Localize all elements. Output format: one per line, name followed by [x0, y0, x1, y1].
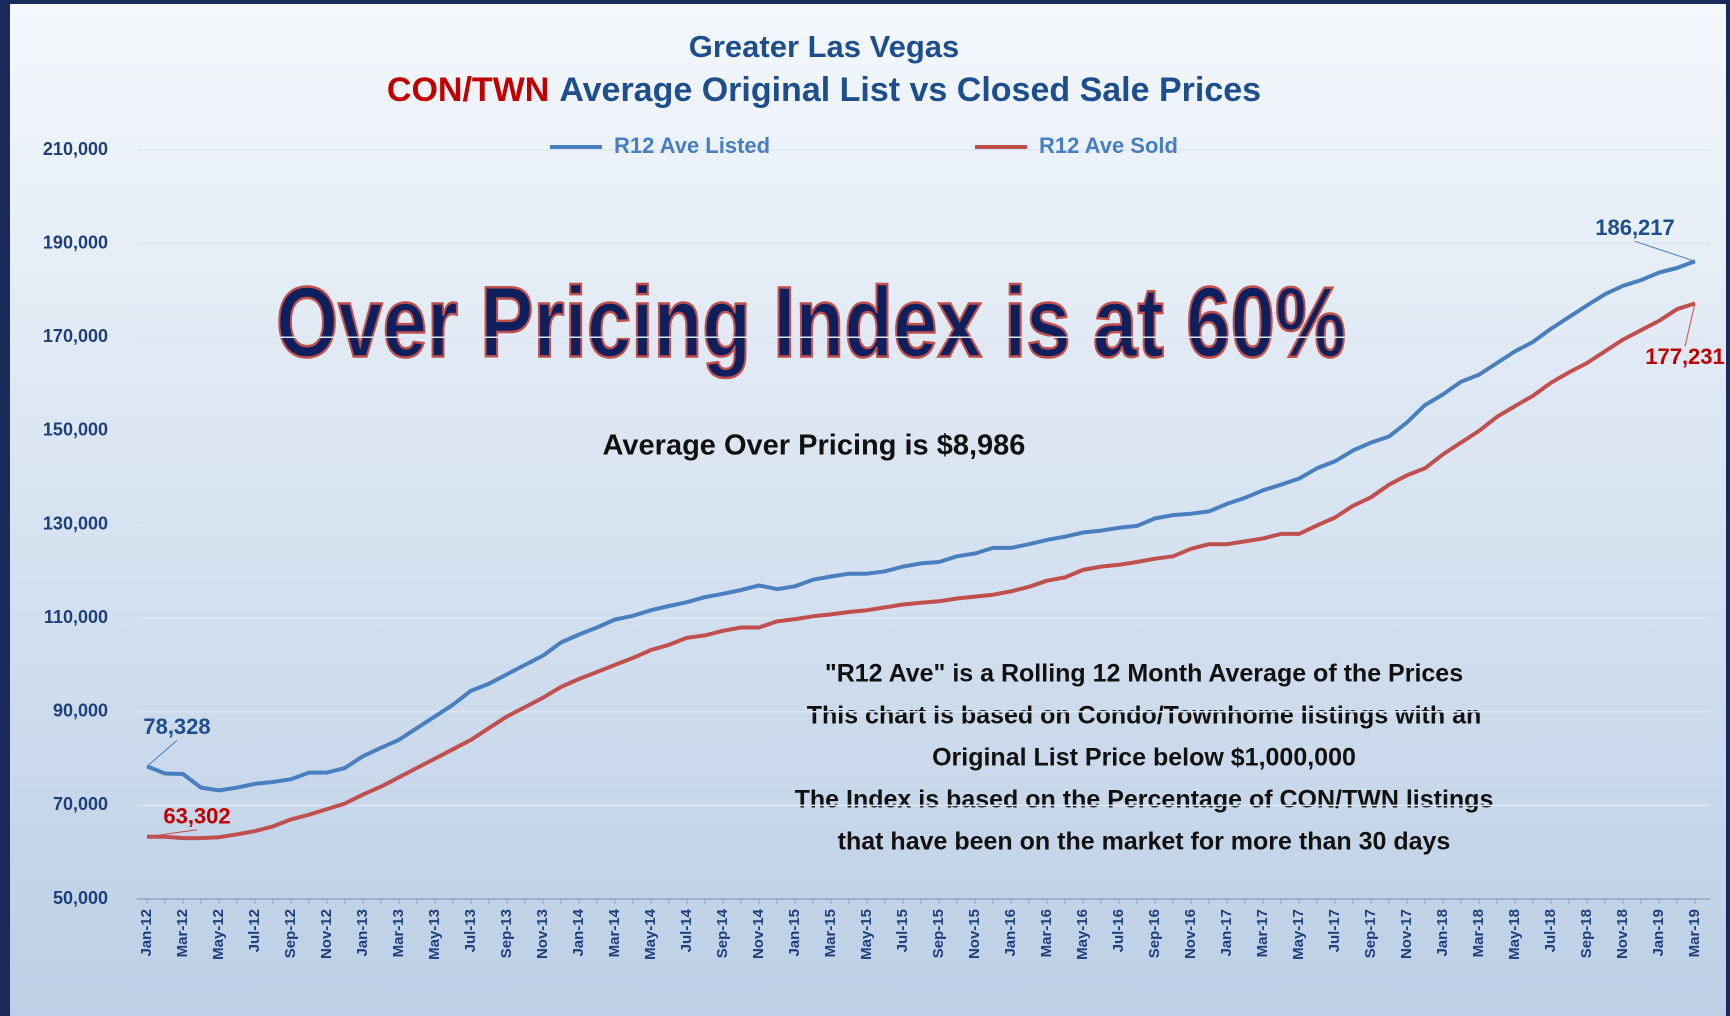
- footnotes: "R12 Ave" is a Rolling 12 Month Average …: [795, 660, 1494, 856]
- label-leader: [1634, 240, 1696, 262]
- x-tick-label: Mar-16: [1038, 909, 1055, 957]
- subtitle-text: Average Original List vs Closed Sale Pri…: [559, 71, 1261, 109]
- footnote-line: "R12 Ave" is a Rolling 12 Month Average …: [825, 660, 1463, 688]
- footnote-line: The Index is based on the Percentage of …: [795, 786, 1494, 814]
- x-tick-label: Jan-18: [1434, 909, 1451, 957]
- y-tick-label: 130,000: [43, 513, 108, 533]
- y-tick-label: 190,000: [43, 232, 108, 252]
- x-tick-label: Sep-15: [930, 909, 947, 958]
- x-tick-label: Jul-16: [1110, 909, 1127, 952]
- data-label: 63,302: [163, 804, 230, 829]
- y-tick-label: 170,000: [43, 326, 108, 346]
- x-tick-label: Jan-13: [354, 909, 371, 957]
- x-tick-label: Nov-15: [966, 909, 983, 959]
- x-tick-label: May-16: [1074, 909, 1091, 960]
- x-tick-label: Jul-17: [1326, 909, 1343, 952]
- series-line: [146, 259, 1696, 793]
- x-tick-label: Jan-15: [786, 909, 803, 957]
- x-tick-label: Jan-16: [1002, 909, 1019, 957]
- x-tick-label: Sep-18: [1578, 909, 1595, 958]
- x-tick-label: Mar-18: [1470, 909, 1487, 957]
- x-tick-label: Sep-17: [1362, 909, 1379, 958]
- label-leader: [1684, 303, 1696, 347]
- footnote-line: that have been on the market for more th…: [838, 828, 1451, 856]
- x-tick-label: Sep-12: [282, 909, 299, 958]
- y-tick-label: 210,000: [43, 139, 108, 159]
- note: Average Over Pricing is $8,986: [603, 430, 1026, 462]
- y-tick-label: 90,000: [53, 701, 108, 721]
- y-tick-label: 150,000: [43, 420, 108, 440]
- x-tick-label: Nov-17: [1398, 909, 1415, 959]
- chart-title: Greater Las Vegas: [689, 29, 960, 64]
- data-label: 177,231: [1645, 344, 1725, 369]
- y-tick-label: 70,000: [53, 794, 108, 814]
- x-tick-label: Sep-14: [714, 908, 731, 958]
- background: [10, 4, 1726, 1016]
- footnote-line: This chart is based on Condo/Townhome li…: [807, 702, 1482, 730]
- x-tick-label: Mar-12: [174, 909, 191, 957]
- label-leader: [146, 829, 198, 838]
- footnote-line: Original List Price below $1,000,000: [932, 744, 1356, 772]
- subtitle-highlight: CON/TWN: [387, 71, 549, 109]
- x-tick-label: Jul-12: [246, 909, 263, 952]
- x-tick-label: Mar-17: [1254, 909, 1271, 957]
- x-tick-label: Jul-15: [894, 909, 911, 952]
- annotation: Over Pricing Index is at 60%: [276, 266, 1346, 378]
- data-label: 78,328: [143, 714, 210, 739]
- x-tick-label: Mar-14: [606, 908, 623, 957]
- x-tick-label: Sep-13: [498, 909, 515, 958]
- x-tick-label: May-12: [210, 909, 227, 960]
- x-tick-label: May-17: [1290, 909, 1307, 960]
- x-tick-label: Sep-16: [1146, 909, 1163, 958]
- x-tick-label: Nov-13: [534, 909, 551, 959]
- x-tick-label: Nov-12: [318, 909, 335, 959]
- x-tick-label: Jan-17: [1218, 909, 1235, 957]
- legend-label: R12 Ave Sold: [1039, 133, 1178, 158]
- data-label: 186,217: [1595, 215, 1675, 240]
- x-tick-label: Jan-14: [570, 908, 587, 956]
- x-tick-label: Nov-16: [1182, 909, 1199, 959]
- x-tick-label: Jul-13: [462, 909, 479, 952]
- legend-label: R12 Ave Listed: [614, 133, 770, 158]
- x-tick-label: May-18: [1506, 909, 1523, 960]
- x-tick-label: May-15: [858, 909, 875, 960]
- x-tick-label: Jan-19: [1650, 909, 1667, 957]
- x-tick-label: May-13: [426, 909, 443, 960]
- x-tick-label: May-14: [642, 908, 659, 960]
- x-tick-label: Nov-14: [750, 908, 767, 959]
- x-tick-label: Jul-14: [678, 908, 695, 952]
- x-tick-label: Nov-18: [1614, 909, 1631, 959]
- x-tick-label: Jan-12: [138, 909, 155, 957]
- x-tick-label: Mar-13: [390, 909, 407, 957]
- series-line: [147, 301, 1696, 841]
- label-leader: [146, 740, 178, 767]
- y-tick-label: 110,000: [44, 607, 108, 627]
- chart-subtitle: CON/TWN Average Original List vs Closed S…: [387, 71, 1261, 109]
- x-tick-label: Mar-15: [822, 909, 839, 957]
- x-tick-label: Mar-19: [1686, 909, 1703, 957]
- y-tick-label: 50,000: [53, 888, 108, 908]
- x-tick-label: Jul-18: [1542, 909, 1559, 952]
